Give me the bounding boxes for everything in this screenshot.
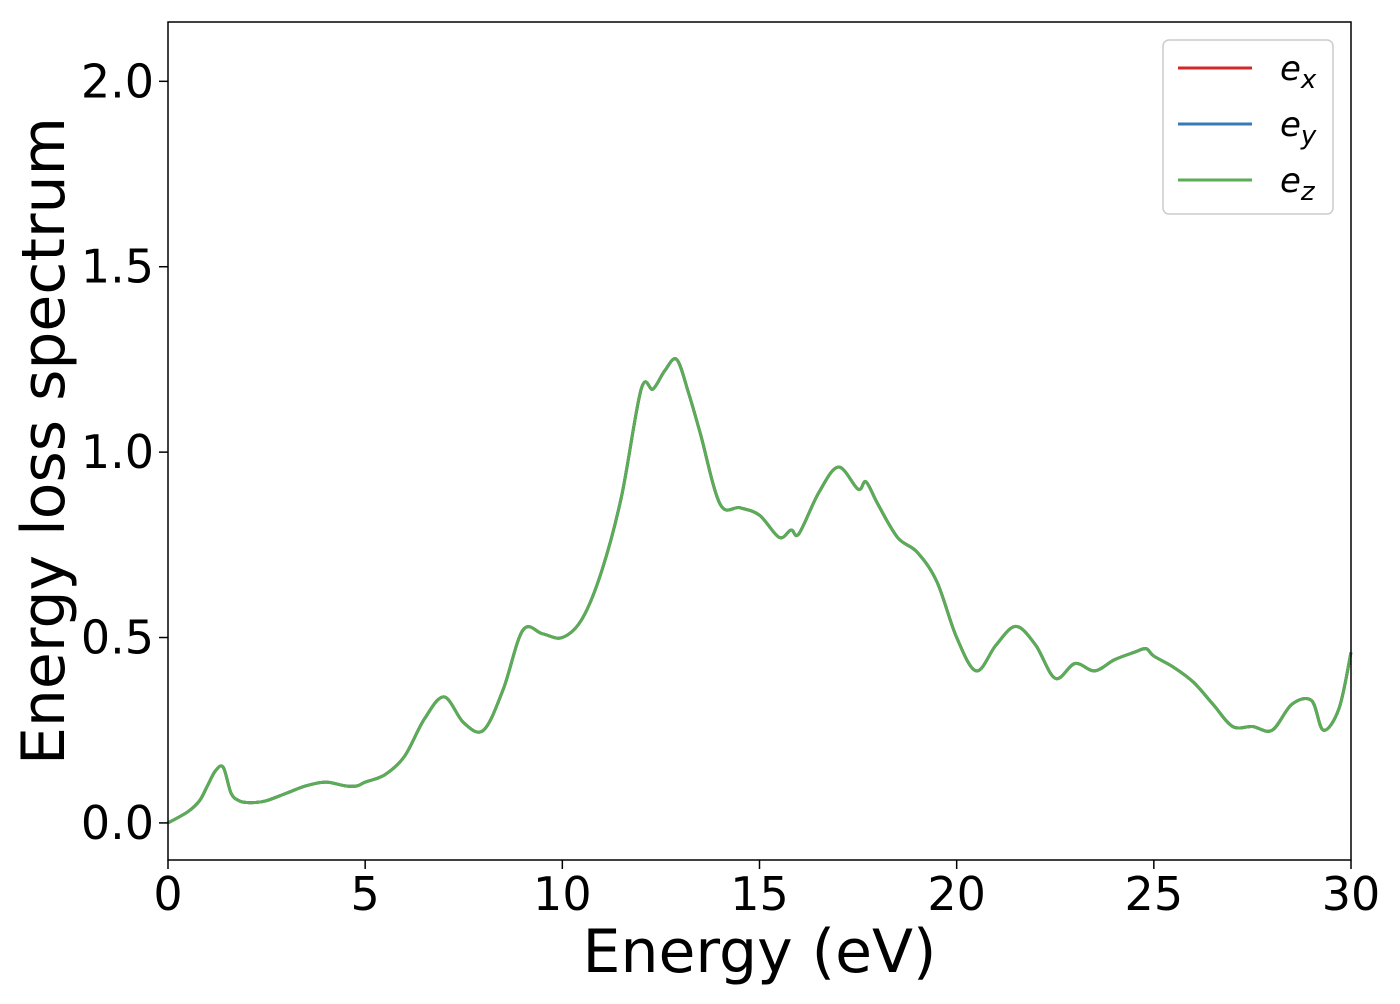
legend-box [1162, 39, 1334, 215]
x-tick-label: 5 [351, 867, 380, 921]
series-line-e-x [167, 357, 1353, 825]
series-layer [167, 357, 1353, 825]
x-tick-label: 15 [730, 867, 789, 921]
series-line-e-z [167, 357, 1353, 825]
y-tick-label: 1.0 [81, 425, 154, 479]
legend-label-ey: ey [1280, 105, 1317, 151]
y-axis-title: Energy loss spectrum [9, 117, 79, 765]
series-line-e-y [167, 357, 1353, 825]
y-axis: 0.0 0.5 1.0 1.5 2.0 [81, 54, 168, 850]
x-axis-title: Energy (eV) [583, 917, 937, 987]
legend: ex ey ez [1162, 39, 1334, 215]
x-tick-label: 0 [153, 867, 182, 921]
x-tick-label: 25 [1125, 867, 1184, 921]
x-axis: 0 5 10 15 20 25 30 [153, 860, 1380, 921]
legend-label-ez: ez [1280, 161, 1316, 207]
y-tick-label: 2.0 [81, 54, 154, 108]
x-tick-label: 20 [927, 867, 986, 921]
legend-label-ex: ex [1280, 49, 1317, 95]
y-tick-label: 0.0 [81, 796, 154, 850]
x-tick-label: 30 [1322, 867, 1381, 921]
y-tick-label: 1.5 [81, 240, 154, 294]
x-tick-label: 10 [533, 867, 592, 921]
y-tick-label: 0.5 [81, 611, 154, 665]
